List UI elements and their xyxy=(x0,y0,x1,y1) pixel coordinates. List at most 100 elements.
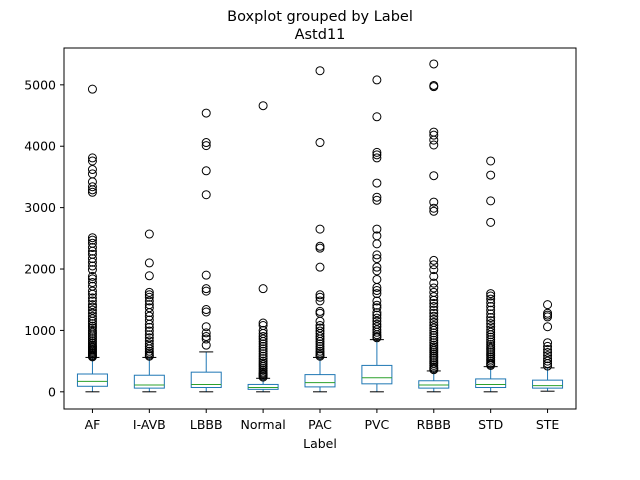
chart-subtitle: Astd11 xyxy=(295,27,346,43)
outlier-point xyxy=(201,307,211,317)
outlier-point xyxy=(429,333,439,343)
box-group-std xyxy=(475,156,507,393)
outlier-point xyxy=(201,332,211,342)
outlier-point xyxy=(258,336,268,346)
outlier-point xyxy=(372,282,382,292)
outlier-point xyxy=(429,82,439,92)
outlier-point xyxy=(201,141,211,151)
outlier-point xyxy=(87,156,97,166)
outlier-point xyxy=(543,341,553,351)
outlier-point xyxy=(258,101,268,111)
outlier-point xyxy=(144,344,154,354)
box-group-normal xyxy=(247,101,279,393)
outlier-point xyxy=(429,308,439,318)
outlier-point xyxy=(486,316,496,326)
outlier-point xyxy=(372,266,382,276)
outlier-point xyxy=(486,327,496,337)
outlier-point xyxy=(144,292,154,302)
outlier-point xyxy=(258,372,268,382)
x-tick-label: LBBB xyxy=(190,417,223,432)
box-iqr xyxy=(76,373,108,387)
outlier-point xyxy=(429,59,439,69)
chart-title: Boxplot grouped by Label xyxy=(227,9,413,25)
outlier-point xyxy=(87,246,97,256)
outlier-point xyxy=(429,314,439,324)
outlier-point xyxy=(201,322,211,332)
outlier-point xyxy=(372,147,382,157)
outlier-point xyxy=(543,310,553,320)
outlier-point xyxy=(486,330,496,340)
outlier-point xyxy=(372,250,382,260)
box-iqr xyxy=(190,371,222,389)
outlier-point xyxy=(315,296,325,306)
outlier-point xyxy=(429,206,439,216)
outlier-point xyxy=(372,316,382,326)
outlier-point xyxy=(486,360,496,370)
outlier-point xyxy=(315,290,325,300)
outlier-point xyxy=(258,332,268,342)
outlier-point xyxy=(87,316,97,326)
outlier-point xyxy=(315,316,325,326)
outlier-point xyxy=(87,274,97,284)
outlier-point xyxy=(372,300,382,310)
outlier-point xyxy=(87,300,97,310)
box-group-ste xyxy=(532,300,564,392)
x-tick-label: PAC xyxy=(308,417,332,432)
y-tick-label: 5000 xyxy=(24,77,56,92)
outlier-point xyxy=(486,156,496,166)
outlier-point xyxy=(144,326,154,336)
outlier-point xyxy=(315,351,325,361)
outlier-point xyxy=(201,286,211,296)
outlier-point xyxy=(429,283,439,293)
outlier-point xyxy=(543,312,553,322)
outlier-point xyxy=(87,233,97,243)
outlier-point xyxy=(201,340,211,350)
outlier-point xyxy=(429,171,439,181)
outlier-point xyxy=(429,197,439,207)
x-tick-label: AF xyxy=(85,417,101,432)
y-tick-label: 4000 xyxy=(24,139,56,154)
outlier-point xyxy=(372,274,382,284)
outlier-point xyxy=(429,265,439,275)
outlier-point xyxy=(87,314,97,324)
outlier-point xyxy=(315,243,325,253)
outlier-point xyxy=(144,229,154,239)
outlier-point xyxy=(429,305,439,315)
outlier-point xyxy=(201,138,211,148)
outlier-point xyxy=(372,296,382,306)
outlier-point xyxy=(372,239,382,249)
outlier-point xyxy=(87,84,97,94)
outlier-point xyxy=(144,319,154,329)
outlier-point xyxy=(87,254,97,264)
outlier-point xyxy=(258,339,268,349)
outlier-point xyxy=(372,286,382,296)
outlier-point xyxy=(87,293,97,303)
y-tick-label: 0 xyxy=(48,384,56,399)
outlier-point xyxy=(429,260,439,270)
outlier-point xyxy=(87,235,97,245)
box-group-af xyxy=(76,84,108,393)
outlier-point xyxy=(258,351,268,361)
outlier-point xyxy=(144,333,154,343)
outlier-point xyxy=(87,302,97,312)
outlier-point xyxy=(372,308,382,318)
outlier-point xyxy=(429,255,439,265)
outlier-point xyxy=(144,341,154,351)
outlier-point xyxy=(87,165,97,175)
outlier-point xyxy=(486,335,496,345)
outlier-point xyxy=(543,354,553,364)
outlier-point xyxy=(372,178,382,188)
outlier-point xyxy=(372,192,382,202)
outlier-point xyxy=(87,182,97,192)
outlier-point xyxy=(486,291,496,301)
outlier-point xyxy=(144,351,154,361)
outlier-point xyxy=(372,333,382,343)
outlier-point xyxy=(315,332,325,342)
outlier-point xyxy=(543,361,553,371)
box-iqr xyxy=(304,374,336,388)
outlier-point xyxy=(87,185,97,195)
outlier-point xyxy=(258,325,268,335)
box-iqr xyxy=(475,378,507,389)
outlier-point xyxy=(315,344,325,354)
outlier-point xyxy=(372,310,382,320)
